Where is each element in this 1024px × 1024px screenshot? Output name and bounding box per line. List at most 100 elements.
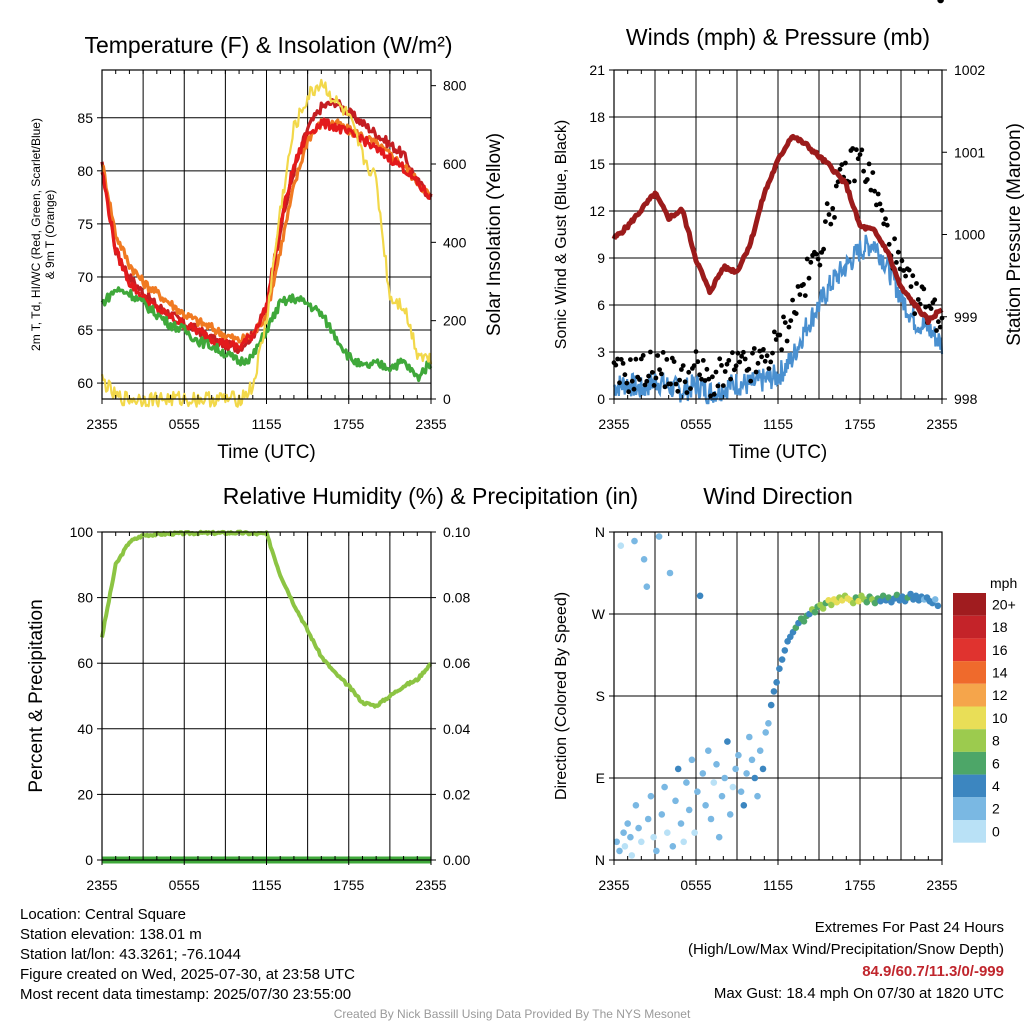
gust-point (870, 170, 876, 176)
direction-point (715, 833, 723, 841)
legend-label: 18 (992, 619, 1008, 635)
gust-point (706, 376, 712, 382)
legend-label: 2 (992, 801, 1000, 817)
gust-point (832, 215, 837, 220)
x-tick-label: 0555 (680, 877, 711, 893)
gust-point (726, 358, 732, 363)
direction-point (770, 688, 778, 695)
gust-point (903, 273, 908, 279)
gust-point (906, 267, 912, 273)
gust-point (717, 356, 723, 362)
direction-point (767, 701, 775, 709)
y2-tick-label: 0 (443, 391, 451, 407)
gust-point (733, 363, 739, 369)
direction-point (650, 833, 657, 841)
gust-point (737, 359, 743, 365)
gust-point (713, 369, 719, 375)
y2-tick-label: 400 (443, 234, 467, 250)
extremes-subheading: (High/Low/Max Wind/Precipitation/Snow De… (688, 941, 1004, 958)
gust-point (914, 281, 919, 286)
gust-point (779, 347, 784, 352)
direction-point (746, 733, 753, 741)
y-tick-label: 0 (85, 852, 93, 868)
gust-point (868, 187, 874, 193)
gust-point (629, 378, 635, 384)
direction-point (737, 788, 745, 795)
gust-point (722, 369, 728, 374)
y-tick-label: W (592, 606, 606, 622)
gust-point (770, 350, 775, 356)
legend-swatch (953, 820, 986, 843)
y-tick-label: 6 (597, 297, 605, 313)
y-tick-label: 20 (77, 786, 93, 802)
legend-swatch (953, 706, 986, 730)
gust-point (795, 284, 801, 289)
gust-point (817, 262, 823, 268)
y2-tick-label: 0.10 (443, 524, 470, 540)
panel-1: 2355 0555 1155 1755 2355 60 65 70 75 80 85 0 200 400 6… (29, 32, 505, 463)
x-tick-label: 1155 (763, 416, 793, 432)
gust-point (764, 353, 770, 359)
direction-point (729, 783, 737, 791)
gust-point (659, 371, 664, 377)
y-tick-label: 60 (77, 375, 93, 391)
x-tick-label: 0555 (680, 416, 711, 432)
gust-point (932, 297, 938, 303)
gust-point (915, 297, 921, 302)
gust-point (731, 367, 737, 373)
direction-point (743, 770, 750, 777)
x-tick-label: 1755 (844, 877, 875, 893)
direction-point (699, 770, 707, 777)
direction-point (732, 765, 739, 773)
gust-point (628, 357, 633, 362)
legend-label: 6 (992, 755, 1000, 771)
gust-point (879, 207, 885, 213)
gust-point (673, 381, 679, 387)
gust-point (679, 367, 684, 372)
gust-point (640, 353, 646, 358)
y-tick-label: 75 (77, 216, 93, 232)
gust-point (884, 222, 890, 228)
gust-point (852, 178, 857, 184)
gust-point (936, 319, 941, 325)
gust-point (702, 378, 708, 383)
gust-point (753, 369, 759, 375)
gust-point (671, 359, 677, 364)
direction-point (759, 765, 767, 773)
y2-tick-label: 0.00 (443, 852, 470, 868)
gust-point (751, 346, 757, 351)
gust-point (642, 382, 648, 388)
gust-point (710, 374, 715, 380)
y-axis-label-2: & 9m T (Orange) (43, 190, 57, 280)
gust-point (781, 314, 786, 320)
legend-swatch (953, 593, 986, 616)
gust-point (895, 249, 901, 255)
direction-point (635, 824, 642, 832)
y-tick-label: 85 (77, 110, 93, 126)
gust-point (755, 360, 761, 366)
direction-point (696, 592, 704, 600)
gust-point (620, 361, 626, 366)
gust-point (877, 201, 883, 207)
gust-point (908, 284, 914, 289)
legend-swatch (953, 774, 986, 798)
direction-point (620, 829, 627, 836)
gust-point (742, 356, 748, 362)
gust-point (664, 357, 670, 362)
x-tick-label: 2355 (926, 416, 957, 432)
y-tick-label: 65 (77, 322, 93, 338)
direction-point (828, 601, 835, 609)
gust-point (762, 358, 768, 364)
legend-title: mph (990, 575, 1017, 591)
y2-tick-label: 998 (954, 391, 978, 407)
gust-point (748, 378, 754, 384)
gust-point (826, 212, 832, 217)
x-tick-label: 2355 (598, 416, 629, 432)
gust-point (837, 166, 843, 172)
gust-point (677, 377, 682, 383)
recent-text: Most recent data timestamp: 2025/07/30 2… (20, 986, 352, 1003)
temp-series-line-3 (100, 117, 433, 350)
legend-swatch (953, 638, 986, 662)
gust-point (866, 161, 872, 167)
direction-point (877, 597, 884, 605)
